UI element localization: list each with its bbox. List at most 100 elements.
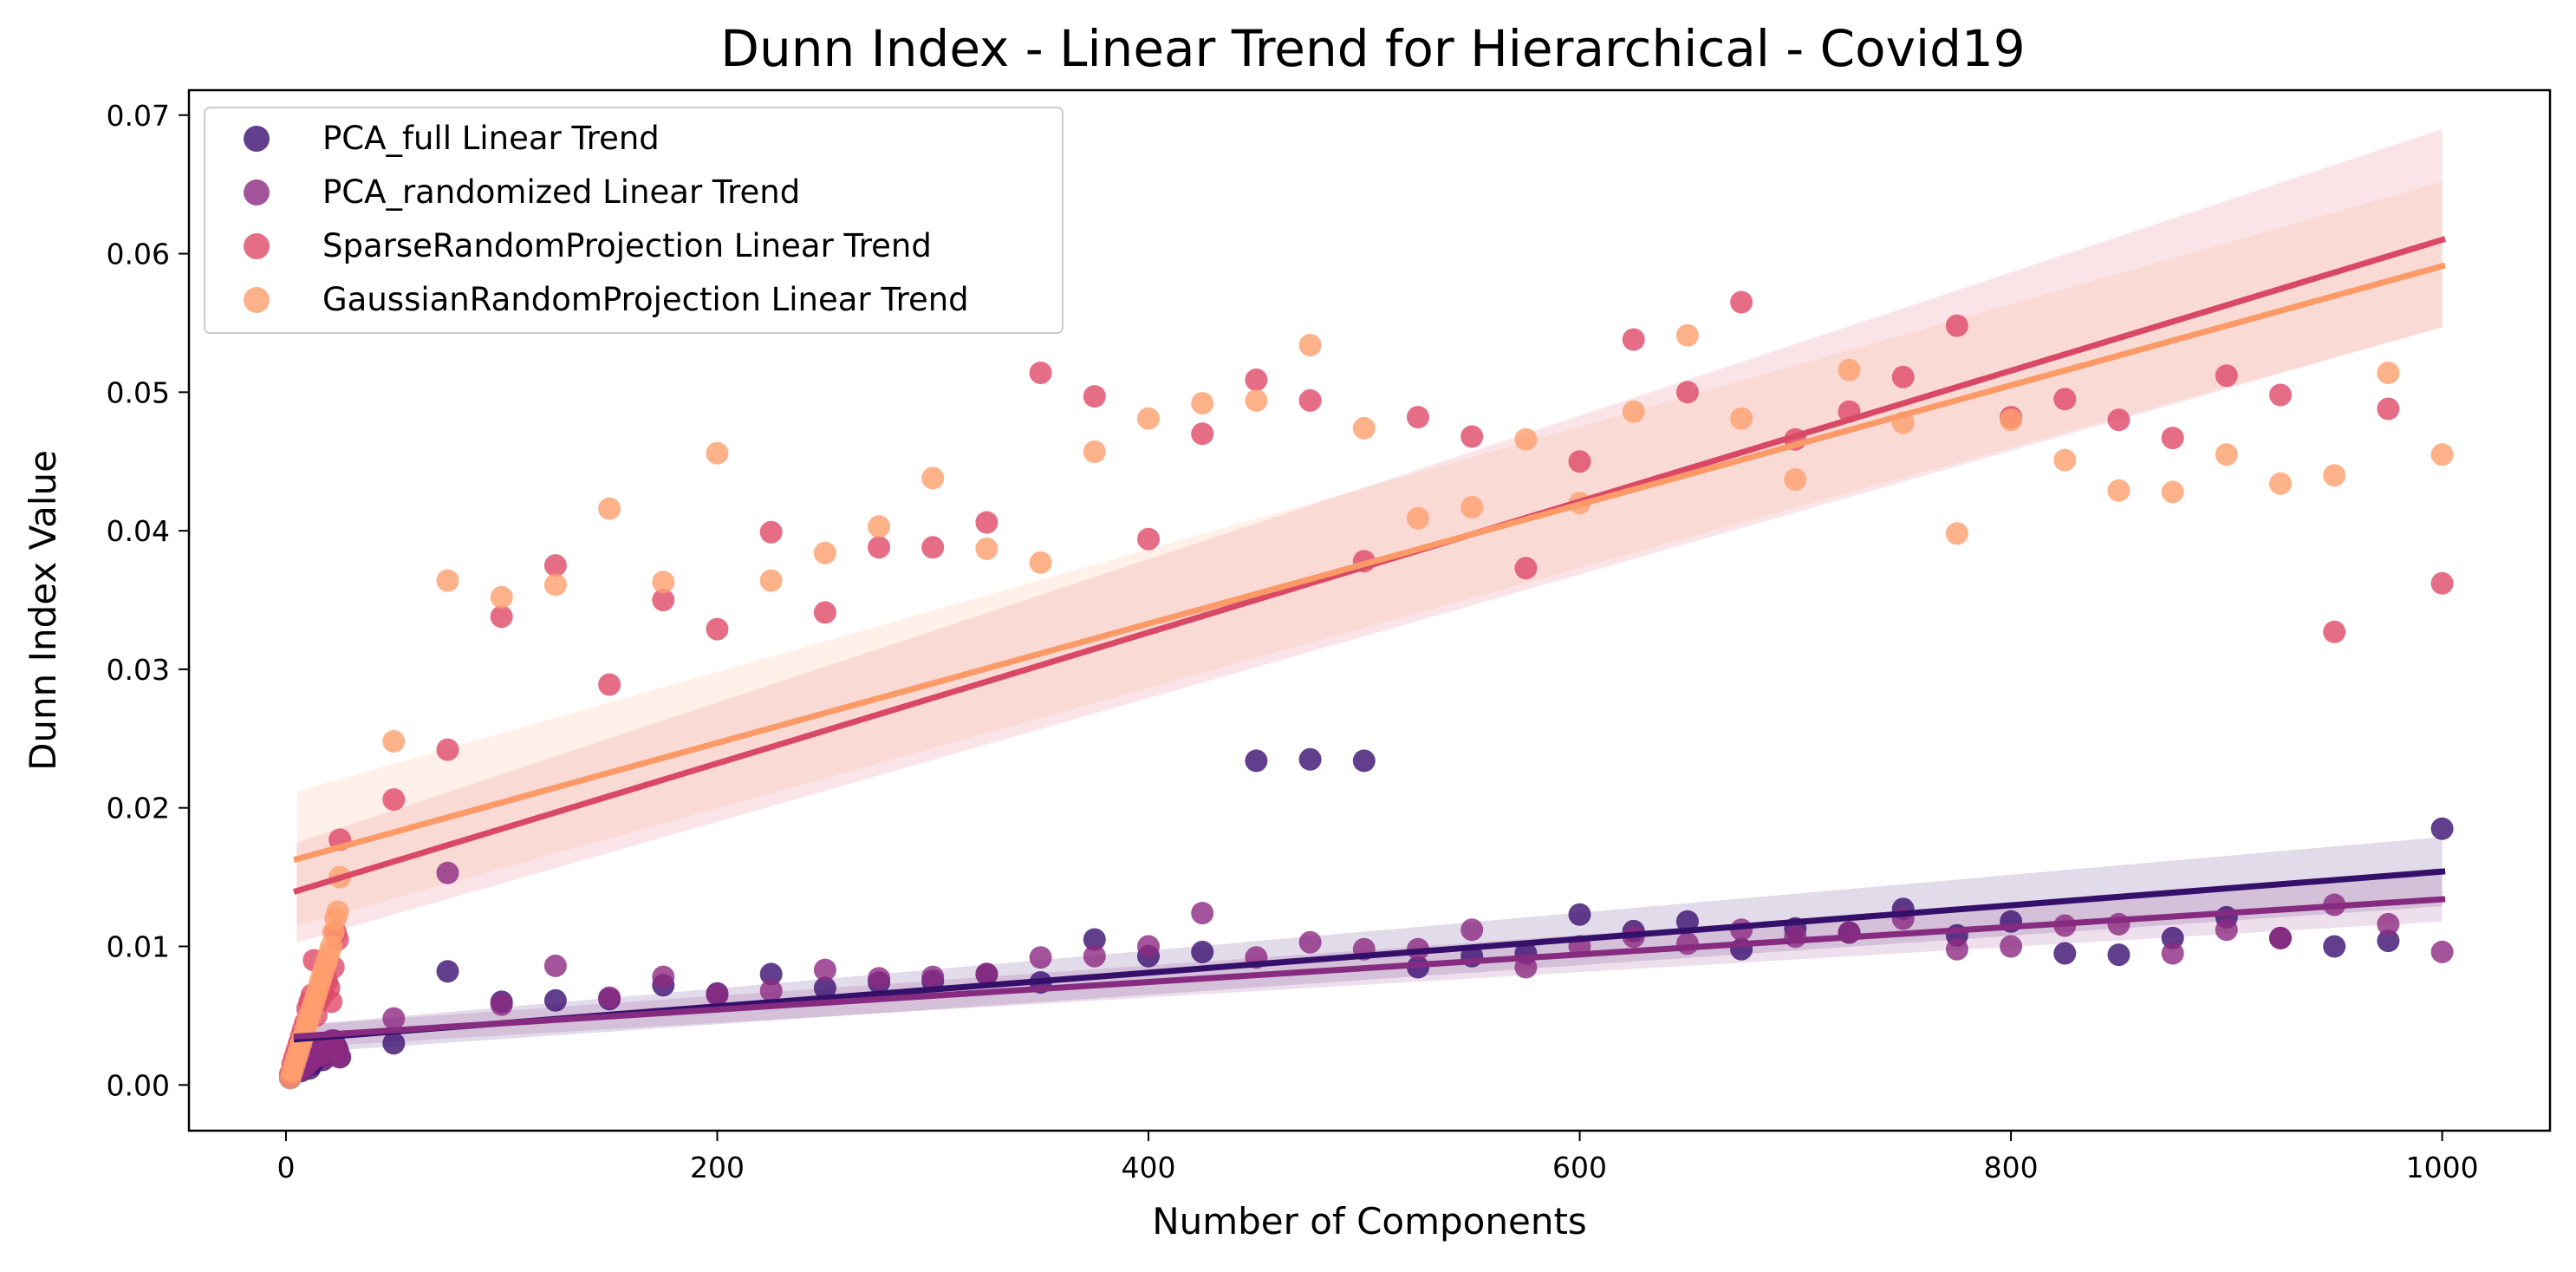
legend-label-1: PCA_full Linear Trend xyxy=(322,120,660,157)
scatter-point-s1-27 xyxy=(543,988,567,1012)
scatter-point-s2-45 xyxy=(1514,956,1538,979)
scatter-point-s1-25 xyxy=(436,960,459,983)
axis-ticks: 0 200 400 600 800 1000 0.00 0.01 0.02 0.03 0.04 0.0… xyxy=(107,99,2479,1184)
trend-line-2 xyxy=(293,896,2446,1040)
scatter-point-s2-28 xyxy=(598,986,621,1009)
scatter-point-s2-59 xyxy=(2269,926,2292,949)
scatter-point-s3-33 xyxy=(868,536,891,559)
scatter-point-s3-37 xyxy=(1083,385,1106,408)
scatter-point-s4-27 xyxy=(543,573,567,597)
scatter-point-s3-58 xyxy=(2215,364,2238,388)
scatter-point-s4-34 xyxy=(921,466,945,490)
scatter-point-s4-37 xyxy=(1083,440,1106,463)
scatter-point-s3-44 xyxy=(1460,425,1484,448)
scatter-point-s4-26 xyxy=(490,585,513,609)
scatter-point-s3-38 xyxy=(1137,527,1160,551)
scatter-point-s3-53 xyxy=(1945,314,1968,337)
scatter-point-s2-44 xyxy=(1460,918,1484,942)
scatter-point-s2-35 xyxy=(975,962,999,986)
scatter-point-s3-34 xyxy=(921,536,945,559)
scatter-point-s2-23 xyxy=(329,1046,352,1069)
scatter-point-s4-40 xyxy=(1245,388,1268,412)
legend-box xyxy=(204,107,1064,334)
scatter-point-s4-44 xyxy=(1460,496,1484,519)
scatter-point-s2-34 xyxy=(921,965,945,988)
scatter-point-s3-28 xyxy=(598,673,621,696)
scatter-point-s4-42 xyxy=(1352,416,1376,440)
scatter-point-s3-41 xyxy=(1298,388,1322,412)
x-tick-label: 600 xyxy=(1552,1151,1607,1184)
x-tick-label: 0 xyxy=(276,1151,295,1184)
scatter-point-s2-56 xyxy=(2107,912,2130,936)
legend-marker-4 xyxy=(244,287,270,313)
scatter-point-s3-52 xyxy=(1891,365,1915,388)
scatter-point-s2-53 xyxy=(1945,937,1968,961)
scatter-point-s3-60 xyxy=(2323,620,2346,643)
scatter-point-s3-46 xyxy=(1568,450,1591,473)
scatter-point-s2-24 xyxy=(382,1007,406,1030)
scatter-point-s2-33 xyxy=(868,967,891,990)
x-tick-label: 1000 xyxy=(2406,1151,2479,1184)
scatter-point-s4-60 xyxy=(2323,464,2346,487)
scatter-point-s2-62 xyxy=(2430,940,2454,963)
scatter-point-s4-43 xyxy=(1407,506,1429,530)
scatter-point-s4-39 xyxy=(1191,392,1214,415)
scatter-point-s4-62 xyxy=(2430,443,2454,466)
x-tick-label: 400 xyxy=(1122,1151,1176,1184)
scatter-point-s2-39 xyxy=(1191,902,1214,925)
legend-label-3: SparseRandomProjection Linear Trend xyxy=(322,227,932,264)
scatter-point-s4-49 xyxy=(1730,407,1753,430)
legend-marker-3 xyxy=(244,233,270,259)
scatter-point-s1-31 xyxy=(759,962,783,986)
scatter-point-s2-27 xyxy=(543,954,567,977)
scatter-point-s1-32 xyxy=(813,976,836,1000)
scatter-point-s1-55 xyxy=(2053,942,2077,965)
scatter-point-s3-29 xyxy=(652,589,675,611)
scatter-point-s1-42 xyxy=(1352,749,1376,773)
scatter-point-s2-32 xyxy=(813,958,836,982)
y-tick-label: 0.02 xyxy=(107,792,170,825)
scatter-point-s4-61 xyxy=(2377,362,2400,384)
scatter-point-s1-60 xyxy=(2323,935,2346,958)
scatter-point-s4-35 xyxy=(975,537,999,560)
scatter-point-s4-25 xyxy=(436,569,459,592)
legend: PCA_full Linear Trend PCA_randomized Line… xyxy=(204,107,1064,334)
plot-area xyxy=(278,128,2454,1090)
y-tick-label: 0.03 xyxy=(107,653,170,687)
scatter-point-s2-54 xyxy=(2000,935,2023,958)
scatter-point-s3-61 xyxy=(2377,397,2400,421)
scatter-point-s1-62 xyxy=(2430,817,2454,840)
scatter-point-s4-32 xyxy=(813,541,836,564)
scatter-point-s3-30 xyxy=(706,617,729,641)
scatter-point-s4-31 xyxy=(759,569,783,592)
scatter-point-s4-58 xyxy=(2215,443,2238,466)
scatter-point-s3-49 xyxy=(1730,290,1753,314)
legend-marker-1 xyxy=(244,126,270,152)
scatter-point-s3-31 xyxy=(759,520,783,544)
x-tick-label: 200 xyxy=(690,1151,745,1184)
scatter-point-s2-48 xyxy=(1675,932,1699,956)
scatter-point-s4-47 xyxy=(1622,400,1645,423)
scatter-point-s3-56 xyxy=(2107,408,2130,432)
scatter-point-s3-36 xyxy=(1029,362,1052,384)
scatter-point-s3-25 xyxy=(436,738,459,761)
scatter-point-s2-58 xyxy=(2215,918,2238,942)
y-tick-label: 0.00 xyxy=(107,1068,170,1102)
scatter-point-s2-50 xyxy=(1784,925,1807,949)
plot-frame xyxy=(187,88,2552,1132)
scatter-point-s4-54 xyxy=(2000,408,2023,432)
scatter-point-s3-43 xyxy=(1407,406,1429,429)
x-tick-label: 800 xyxy=(1984,1151,2039,1184)
legend-label-4: GaussianRandomProjection Linear Trend xyxy=(322,281,969,318)
scatter-point-s2-26 xyxy=(490,993,513,1016)
scatter-point-s3-47 xyxy=(1622,328,1645,351)
scatter-point-s1-24 xyxy=(382,1032,406,1055)
scatter-point-s4-30 xyxy=(706,441,729,465)
legend-label-2: PCA_randomized Linear Trend xyxy=(322,173,800,211)
scatter-point-s1-56 xyxy=(2107,943,2130,967)
scatter-point-s2-29 xyxy=(652,965,675,988)
y-tick-label: 0.01 xyxy=(107,930,170,963)
scatter-point-s4-41 xyxy=(1298,334,1322,356)
scatter-point-s4-36 xyxy=(1029,551,1052,574)
scatter-point-s1-39 xyxy=(1191,940,1214,963)
